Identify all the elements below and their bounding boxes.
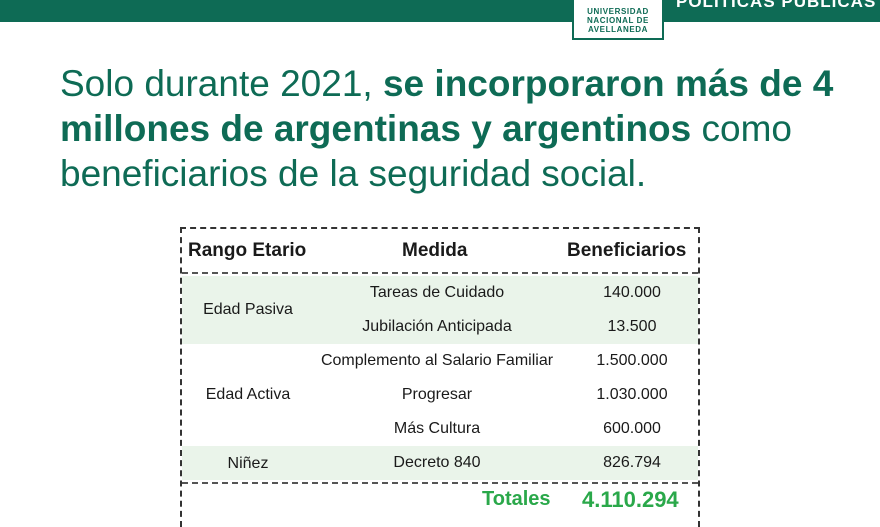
- cell-medida: Más Cultura: [393, 420, 481, 437]
- cell-beneficiarios: 13.500: [607, 318, 657, 335]
- table-row: Decreto 840 826.794: [182, 446, 698, 480]
- table-row: Complemento al Salario Familiar 1.500.00…: [182, 344, 698, 378]
- range-edad-pasiva: Edad Pasiva: [203, 301, 293, 318]
- cell-medida: Progresar: [401, 386, 473, 403]
- headline: Solo durante 2021, se incorporaron más d…: [60, 61, 860, 196]
- header-beneficiarios: Beneficiarios: [567, 240, 687, 261]
- headline-part-2-bold: se incorporaron más de 4 millones de arg…: [60, 63, 834, 149]
- totals-divider: [182, 482, 698, 484]
- range-edad-activa: Edad Activa: [205, 386, 291, 403]
- logo-line-1: UNIVERSIDAD: [587, 7, 649, 16]
- logo-line-3: AVELLANEDA: [587, 25, 649, 34]
- range-ninez: Niñez: [227, 455, 269, 472]
- cell-medida: Tareas de Cuidado: [369, 284, 505, 301]
- table-row: Tareas de Cuidado 140.000: [182, 276, 698, 310]
- cell-beneficiarios: 600.000: [603, 420, 661, 437]
- cell-medida: Complemento al Salario Familiar: [320, 352, 554, 369]
- headline-part-1: Solo durante 2021,: [60, 63, 383, 104]
- cell-medida: Decreto 840: [393, 454, 481, 471]
- cell-beneficiarios: 1.030.000: [596, 386, 668, 403]
- cell-medida: Jubilación Anticipada: [362, 318, 512, 335]
- headline-part-3: como beneficiarios de la seguridad socia…: [60, 108, 792, 194]
- table-row: Progresar 1.030.000: [182, 378, 698, 412]
- totals-label: Totales: [482, 488, 551, 510]
- beneficiaries-table: [180, 227, 700, 527]
- table-row: Más Cultura 600.000: [182, 412, 698, 446]
- cell-beneficiarios: 826.794: [603, 454, 661, 471]
- header-divider: [182, 272, 698, 274]
- header-rango-etario: Rango Etario: [188, 240, 307, 261]
- cell-beneficiarios: 1.500.000: [596, 352, 668, 369]
- table-header: Rango Etario Medida Beneficiarios: [182, 232, 698, 270]
- header-medida: Medida: [402, 240, 468, 261]
- totals-row: Totales 4.110.294: [182, 486, 698, 516]
- cell-beneficiarios: 140.000: [603, 284, 661, 301]
- section-tag: POLÍTICAS PÚBLICAS: [676, 0, 877, 11]
- table-row: Jubilación Anticipada 13.500: [182, 310, 698, 344]
- university-logo: UNIVERSIDAD NACIONAL DE AVELLANEDA: [572, 0, 664, 40]
- totals-value: 4.110.294: [582, 487, 679, 512]
- logo-line-2: NACIONAL DE: [586, 16, 649, 25]
